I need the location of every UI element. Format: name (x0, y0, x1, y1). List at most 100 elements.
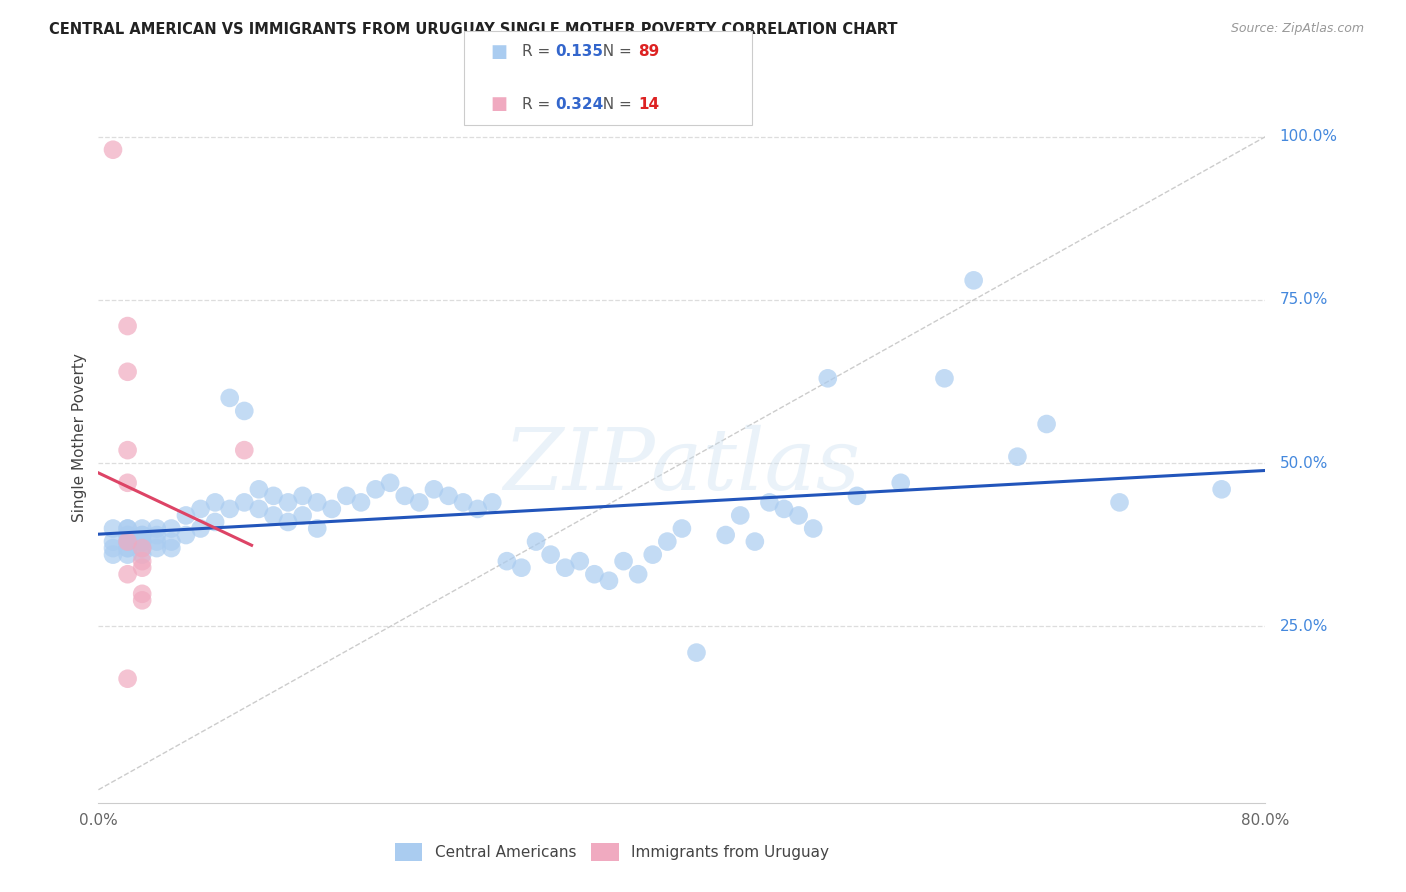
Point (641, 548, 664, 562)
Point (671, 521, 693, 535)
Point (131, 560, 153, 574)
Point (101, 534, 124, 549)
Point (787, 508, 810, 523)
Point (131, 587, 153, 601)
Legend: Central Americans, Immigrants from Uruguay: Central Americans, Immigrants from Urugu… (387, 836, 837, 868)
Point (467, 502, 489, 516)
Point (1035, 417, 1057, 431)
Point (146, 541, 169, 555)
Point (934, 371, 956, 385)
Text: 100.0%: 100.0% (1279, 129, 1337, 145)
Point (117, 672, 139, 686)
Point (117, 541, 139, 555)
Point (117, 534, 139, 549)
Point (160, 534, 183, 549)
Point (146, 534, 169, 549)
Text: 0.135: 0.135 (555, 45, 603, 59)
Point (817, 371, 839, 385)
Text: 0.324: 0.324 (555, 97, 603, 112)
Point (131, 554, 153, 568)
Text: 25.0%: 25.0% (1279, 619, 1327, 634)
Point (117, 365, 139, 379)
Point (277, 515, 299, 529)
Point (131, 593, 153, 607)
Point (524, 534, 547, 549)
Text: 75.0%: 75.0% (1279, 293, 1327, 308)
Point (160, 521, 183, 535)
Point (307, 495, 329, 509)
Point (117, 528, 139, 542)
Point (233, 495, 256, 509)
Point (394, 489, 416, 503)
Point (408, 495, 430, 509)
Point (131, 528, 153, 542)
Text: Source: ZipAtlas.com: Source: ZipAtlas.com (1230, 22, 1364, 36)
Point (117, 319, 139, 334)
Point (174, 528, 197, 542)
Point (190, 521, 212, 535)
Text: 89: 89 (638, 45, 659, 59)
Point (117, 567, 139, 582)
Point (890, 475, 912, 490)
Point (612, 554, 634, 568)
Point (554, 560, 576, 574)
Point (277, 495, 299, 509)
Point (540, 548, 562, 562)
Point (730, 508, 752, 523)
Point (437, 489, 460, 503)
Point (131, 541, 153, 555)
Point (380, 475, 402, 490)
Point (451, 495, 474, 509)
Point (568, 554, 591, 568)
Text: 50.0%: 50.0% (1279, 456, 1327, 471)
Point (218, 502, 240, 516)
Point (101, 521, 124, 535)
Point (247, 502, 270, 516)
Point (1007, 450, 1029, 464)
Point (101, 548, 124, 562)
Point (117, 534, 139, 549)
Point (117, 475, 139, 490)
Point (131, 534, 153, 549)
Point (233, 404, 256, 418)
Point (218, 391, 240, 405)
Point (423, 483, 446, 497)
Text: ■: ■ (491, 95, 508, 113)
Text: CENTRAL AMERICAN VS IMMIGRANTS FROM URUGUAY SINGLE MOTHER POVERTY CORRELATION CH: CENTRAL AMERICAN VS IMMIGRANTS FROM URUG… (49, 22, 897, 37)
Point (160, 541, 183, 555)
Point (233, 443, 256, 458)
Point (350, 495, 373, 509)
Point (204, 495, 226, 509)
Point (773, 502, 796, 516)
Point (321, 502, 343, 516)
Text: 14: 14 (638, 97, 659, 112)
Point (190, 502, 212, 516)
Point (714, 528, 737, 542)
Point (262, 489, 284, 503)
Point (627, 567, 650, 582)
Point (117, 528, 139, 542)
Point (101, 541, 124, 555)
Text: R =: R = (522, 97, 555, 112)
Text: ■: ■ (491, 43, 508, 61)
Point (801, 521, 824, 535)
Point (146, 528, 169, 542)
Point (262, 508, 284, 523)
Point (131, 521, 153, 535)
Point (117, 443, 139, 458)
Point (291, 508, 314, 523)
Point (117, 521, 139, 535)
Point (291, 489, 314, 503)
Point (131, 541, 153, 555)
Point (307, 521, 329, 535)
Point (744, 534, 766, 549)
Text: N =: N = (593, 97, 637, 112)
Point (496, 554, 519, 568)
Text: ZIPatlas: ZIPatlas (503, 425, 860, 508)
Point (131, 534, 153, 549)
Point (131, 548, 153, 562)
Text: N =: N = (593, 45, 637, 59)
Point (583, 567, 606, 582)
Point (174, 508, 197, 523)
Point (1108, 495, 1130, 509)
